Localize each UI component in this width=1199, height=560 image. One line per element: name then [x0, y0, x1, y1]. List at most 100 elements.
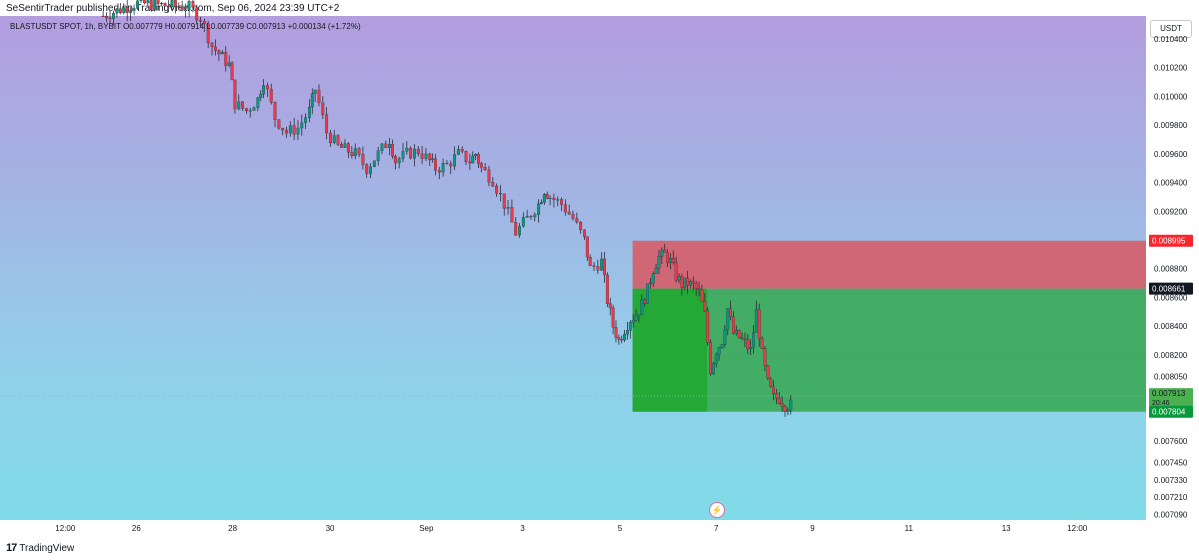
- bull-candle: [456, 148, 460, 155]
- bear-candle: [737, 330, 741, 339]
- price-scale[interactable]: [1146, 16, 1199, 536]
- bear-candle: [680, 276, 684, 288]
- bull-candle: [506, 207, 510, 209]
- bear-candle: [514, 222, 518, 236]
- bear-candle: [317, 89, 321, 104]
- bear-candle: [346, 143, 350, 153]
- bull-candle: [139, 0, 143, 2]
- bear-candle: [273, 102, 277, 120]
- bull-candle: [711, 363, 715, 374]
- price-tick-label: 0.010000: [1154, 92, 1188, 101]
- bull-candle: [310, 93, 314, 108]
- bear-candle: [617, 337, 621, 340]
- bear-candle: [156, 0, 160, 4]
- tradingview-footer[interactable]: 17 TradingView: [6, 542, 74, 554]
- bear-candle: [663, 249, 667, 253]
- bull-candle: [518, 226, 521, 236]
- price-tick-label: 0.010400: [1154, 35, 1188, 44]
- bull-candle: [405, 147, 409, 152]
- bull-candle: [397, 158, 401, 164]
- bull-candle: [369, 166, 372, 174]
- bull-candle: [237, 101, 241, 110]
- bull-candle: [651, 273, 655, 284]
- bull-candle: [424, 153, 428, 159]
- time-scale[interactable]: [0, 520, 1146, 536]
- bear-candle: [729, 308, 733, 317]
- bear-candle: [285, 129, 288, 134]
- bull-candle: [540, 202, 543, 204]
- bear-candle: [592, 265, 596, 267]
- bear-candle: [596, 266, 600, 271]
- bear-candle: [142, 0, 146, 4]
- currency-button[interactable]: USDT: [1150, 20, 1192, 38]
- bear-candle: [361, 154, 365, 165]
- bear-candle: [420, 153, 424, 159]
- bear-candle: [195, 7, 199, 21]
- bear-candle: [241, 101, 245, 109]
- bear-candle: [202, 20, 206, 25]
- bull-candle: [413, 148, 416, 159]
- bull-candle: [646, 283, 649, 304]
- last-price-label: 0.007913: [1152, 389, 1186, 398]
- bull-candle: [220, 52, 224, 55]
- bear-candle: [199, 20, 202, 22]
- bear-candle: [763, 348, 767, 366]
- bear-candle: [233, 79, 237, 110]
- bear-candle: [328, 132, 332, 144]
- bull-candle: [521, 217, 525, 227]
- price-tick-label: 0.007600: [1154, 437, 1188, 446]
- bear-candle: [686, 277, 690, 286]
- bear-candle: [611, 307, 615, 328]
- entry-price-label: 0.008661: [1152, 285, 1186, 294]
- time-tick-label: 13: [1002, 524, 1011, 533]
- bear-candle: [694, 283, 698, 289]
- bear-candle: [529, 215, 533, 218]
- stop-price-label-bg: [1149, 234, 1193, 247]
- bear-candle: [567, 211, 571, 215]
- price-tick-label: 0.010200: [1154, 64, 1188, 73]
- bull-candle: [388, 144, 392, 149]
- bear-candle: [325, 114, 329, 134]
- bear-candle: [340, 144, 343, 148]
- bear-candle: [269, 88, 273, 103]
- bull-candle: [431, 158, 435, 161]
- bull-candle: [259, 94, 263, 98]
- bear-candle: [760, 338, 764, 349]
- bear-candle: [277, 119, 281, 129]
- bear-candle: [700, 289, 704, 302]
- bull-candle: [132, 8, 136, 11]
- target-price-label-bg: [1149, 405, 1193, 418]
- publisher-line: SeSentirTrader published on TradingView.…: [6, 3, 340, 14]
- bear-candle: [703, 301, 707, 312]
- bull-candle: [631, 320, 635, 323]
- bear-candle: [350, 152, 354, 157]
- tradingview-brand: TradingView: [19, 543, 75, 554]
- time-tick-label: 5: [618, 524, 623, 533]
- bull-candle: [717, 347, 721, 356]
- bear-candle: [603, 258, 606, 276]
- bear-candle: [384, 143, 388, 149]
- bear-candle: [483, 167, 487, 171]
- price-tick-label: 0.007090: [1154, 510, 1188, 519]
- time-tick-label: 28: [228, 524, 237, 533]
- bull-candle: [160, 2, 164, 5]
- bull-candle: [734, 330, 738, 334]
- bear-candle: [671, 258, 675, 263]
- price-tick-label: 0.009400: [1154, 179, 1188, 188]
- bull-candle: [714, 354, 718, 364]
- bear-candle: [206, 23, 210, 44]
- bear-candle: [108, 17, 112, 20]
- bear-candle: [210, 42, 214, 48]
- bear-candle: [691, 280, 695, 284]
- bear-candle: [510, 207, 514, 223]
- time-tick-label: 3: [520, 524, 525, 533]
- bear-candle: [125, 7, 129, 13]
- bull-candle: [332, 135, 336, 144]
- bear-candle: [191, 1, 195, 8]
- bear-candle: [620, 339, 624, 341]
- time-tick-label: 7: [714, 524, 719, 533]
- bear-candle: [336, 135, 340, 145]
- stop-price-label: 0.008995: [1152, 237, 1186, 246]
- bear-candle: [244, 108, 248, 112]
- lightning-icon[interactable]: ⚡: [709, 502, 725, 518]
